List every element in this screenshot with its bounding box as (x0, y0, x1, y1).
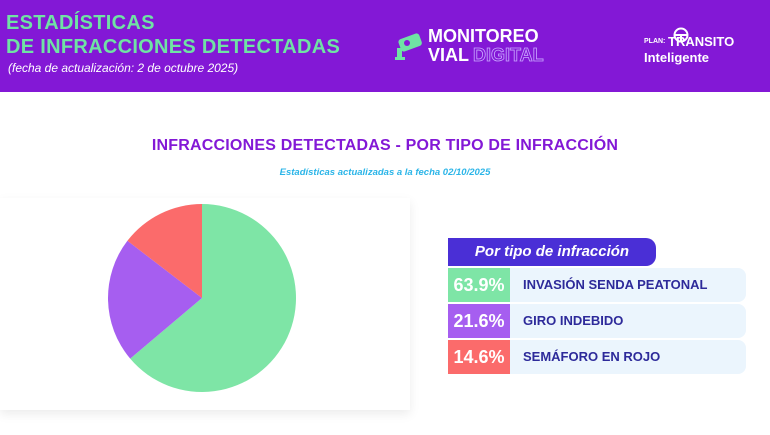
chart-subtitle: Estadísticas actualizadas a la fecha 02/… (0, 167, 770, 178)
pie-chart-card (0, 198, 410, 410)
logo-text-monitoreo: MONITOREO (428, 26, 539, 46)
plan-transito-logo: PLAN: TRANSITO Inteligente (644, 30, 744, 70)
page-title-line2: DE INFRACCIONES DETECTADAS (6, 36, 340, 58)
page-title-line1: ESTADÍSTICAS (6, 12, 155, 34)
legend-label: GIRO INDEBIDO (523, 304, 623, 338)
legend-percent: 63.9% (448, 268, 510, 302)
legend-label: INVASIÓN SENDA PEATONAL (523, 268, 707, 302)
header-banner: ESTADÍSTICAS DE INFRACCIONES DETECTADAS … (0, 0, 770, 92)
plan-name-transito: TRANSITO (668, 34, 734, 49)
pie-chart (0, 198, 410, 410)
logo-text-vial: VIAL (428, 45, 469, 65)
legend-header: Por tipo de infracción (448, 238, 656, 266)
legend-row: 63.9% INVASIÓN SENDA PEATONAL (448, 268, 746, 302)
plan-name-inteligente: Inteligente (644, 50, 709, 65)
camera-icon (393, 30, 425, 62)
plan-prefix: PLAN: (644, 38, 665, 45)
legend-label: SEMÁFORO EN ROJO (523, 340, 660, 374)
legend-row: 14.6% SEMÁFORO EN ROJO (448, 340, 746, 374)
update-date-note: (fecha de actualización: 2 de octubre 20… (8, 61, 238, 75)
chart-title: INFRACCIONES DETECTADAS - POR TIPO DE IN… (0, 137, 770, 155)
legend-row: 21.6% GIRO INDEBIDO (448, 304, 746, 338)
logo-text-digital: DIGITAL (473, 45, 544, 65)
legend-percent: 14.6% (448, 340, 510, 374)
legend-percent: 21.6% (448, 304, 510, 338)
logo-text-line2: VIAL DIGITAL (428, 45, 544, 65)
monitoreo-vial-logo: MONITOREO VIAL DIGITAL (393, 26, 578, 70)
